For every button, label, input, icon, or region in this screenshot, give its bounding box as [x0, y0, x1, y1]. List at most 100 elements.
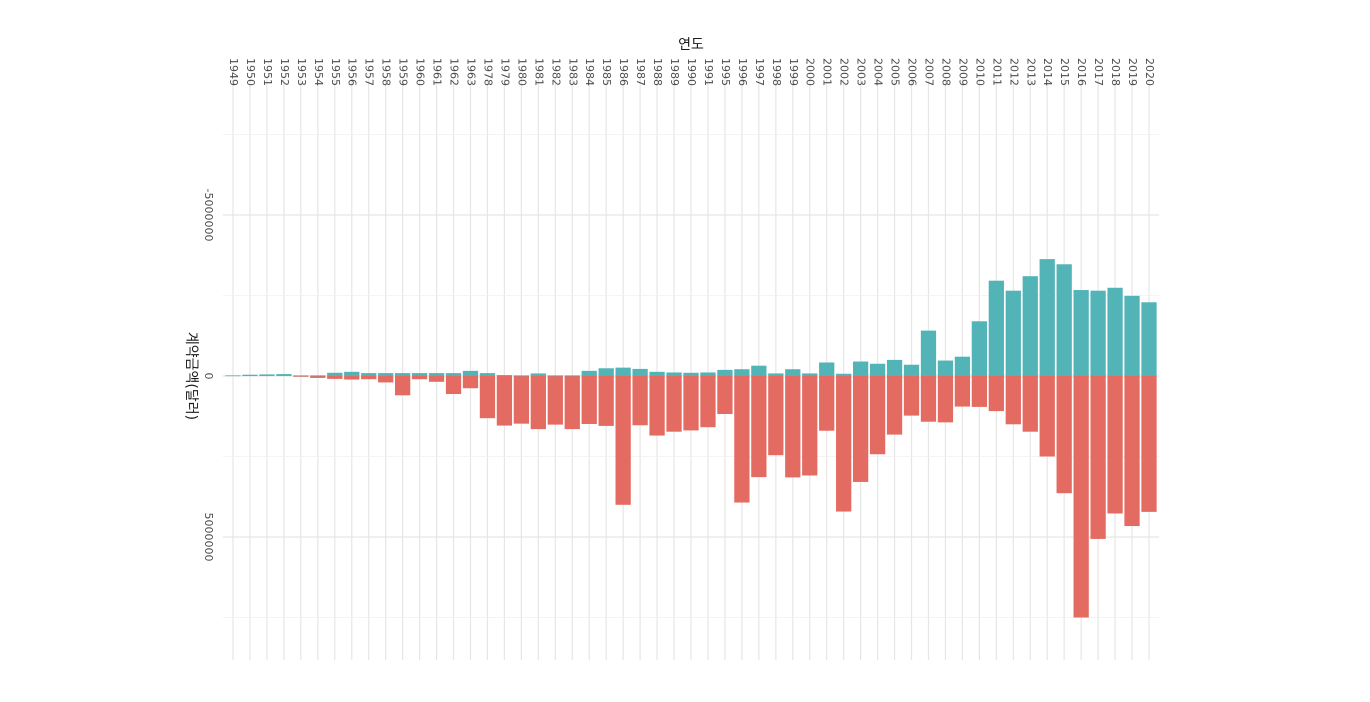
x-tick-label: 1949: [227, 58, 240, 86]
bar-series-1-1983: [564, 376, 580, 430]
x-tick-label: 1954: [312, 58, 325, 86]
bar-series-2-2004: [869, 363, 886, 376]
bar-series-2-1984: [581, 370, 597, 376]
x-tick-label: 1985: [600, 58, 613, 86]
x-tick-label: 1997: [753, 58, 766, 86]
bar-series-2-1987: [632, 368, 648, 376]
bar-series-1-1990: [683, 376, 699, 431]
bar-series-2-1989: [666, 372, 682, 376]
bar-series-1-1979: [496, 376, 513, 426]
x-tick-label: 2003: [855, 58, 868, 86]
bar-series-2-2013: [1022, 276, 1038, 376]
bar-series-2-1991: [700, 372, 716, 376]
bar-series-2-2005: [886, 359, 903, 376]
x-tick-label: 1952: [278, 58, 291, 86]
x-tick-label: 2020: [1143, 58, 1156, 86]
bar-series-2-2015: [1056, 264, 1072, 376]
x-tick-label: 2009: [956, 58, 969, 86]
bar-series-2-1979: [496, 375, 513, 376]
bar-series-1-1986: [615, 376, 631, 505]
x-tick-label: 1963: [464, 58, 477, 86]
bar-series-2-2014: [1039, 259, 1055, 376]
x-tick-labels: 1949 1950 1951 1952 1953 1954 1955 1956 1957 1958…: [227, 58, 1156, 86]
bar-series-1-1996: [734, 376, 750, 503]
bar-series-1-1958: [378, 376, 394, 383]
x-tick-label: 1960: [414, 58, 427, 86]
bar-series-1-1963: [462, 376, 479, 389]
bar-series-2-1953: [293, 375, 309, 377]
bar-series-1-1985: [598, 376, 614, 426]
x-tick-label: 1995: [719, 58, 732, 86]
bar-series-1-1954: [310, 376, 326, 378]
bar-series-1-1995: [717, 376, 733, 414]
bar-series-2-1990: [683, 372, 699, 376]
x-tick-label: 2014: [1041, 58, 1054, 86]
x-tick-label: 2002: [838, 58, 851, 86]
bar-series-2-1956: [344, 371, 360, 376]
bar-series-2-1952: [276, 374, 292, 376]
bar-series-2-1951: [259, 374, 275, 376]
bar-series-2-1998: [768, 373, 784, 376]
bar-series-1-1953: [293, 376, 309, 377]
bar-series-2-2002: [836, 373, 852, 376]
bar-series-2-2009: [954, 356, 971, 376]
x-tick-label: 1999: [787, 58, 800, 86]
bar-series-1-2018: [1107, 376, 1123, 514]
bar-series-1-1959: [394, 376, 411, 396]
bar-series-2-1983: [564, 375, 580, 377]
bar-series-1-2020: [1141, 376, 1157, 512]
x-tick-label: 1989: [668, 58, 681, 86]
bar-series-2-1957: [361, 373, 377, 376]
bar-series-2-2001: [819, 362, 835, 376]
bar-series-1-1981: [530, 376, 546, 430]
bar-series-2-2010: [971, 321, 988, 376]
bar-series-2-1995: [717, 369, 733, 376]
bars-layer: [225, 259, 1157, 618]
bar-series-2-1959: [394, 373, 411, 376]
x-tick-label: 1988: [651, 58, 664, 86]
bar-series-2-1978: [479, 373, 496, 376]
bar-series-2-1988: [649, 371, 665, 376]
x-tick-label: 1979: [498, 58, 511, 86]
bar-series-2-2008: [937, 360, 954, 376]
bar-series-1-1980: [513, 376, 530, 424]
x-tick-label: 2012: [1007, 58, 1020, 86]
bar-series-2-2017: [1090, 290, 1106, 376]
bar-series-1-2007: [920, 376, 937, 422]
bar-series-1-1991: [700, 376, 716, 428]
bar-series-2-1961: [428, 373, 445, 376]
bar-series-1-1960: [411, 376, 428, 380]
bar-series-1-2012: [1005, 376, 1021, 425]
y-tick-label: 5000000: [202, 513, 215, 562]
x-tick-label: 1957: [363, 58, 376, 86]
bar-series-2-1985: [598, 368, 614, 376]
bar-series-1-2016: [1073, 376, 1089, 618]
bar-series-2-2006: [903, 364, 920, 376]
bar-series-1-2003: [852, 376, 869, 482]
x-tick-label: 2004: [872, 58, 885, 86]
x-tick-label: 1981: [532, 58, 545, 86]
bar-series-2-1962: [445, 373, 462, 376]
x-tick-label: 2018: [1109, 58, 1122, 86]
y-tick-label: 0: [202, 373, 215, 380]
x-tick-label: 1953: [295, 58, 308, 86]
x-tick-label: 1961: [431, 58, 444, 86]
x-axis-title: 연도: [678, 37, 704, 53]
bar-series-1-1984: [581, 376, 597, 424]
x-tick-label: 1956: [346, 58, 359, 86]
x-tick-label: 1950: [244, 58, 257, 86]
x-tick-label: 1986: [617, 58, 630, 86]
bar-series-1-1997: [751, 376, 767, 478]
bar-series-1-2011: [988, 376, 1004, 412]
bar-series-2-2007: [920, 330, 937, 376]
bar-series-1-1961: [428, 376, 445, 382]
x-tick-label: 1951: [261, 58, 274, 86]
bar-series-2-1963: [462, 370, 479, 376]
bar-series-1-1998: [768, 376, 784, 456]
bar-series-2-1996: [734, 369, 750, 376]
y-axis-title: 계약금액(달러): [183, 332, 199, 420]
x-tick-label: 2016: [1075, 58, 1088, 86]
y-tick-label: -5000000: [202, 189, 215, 242]
x-tick-label: 1984: [583, 58, 596, 86]
